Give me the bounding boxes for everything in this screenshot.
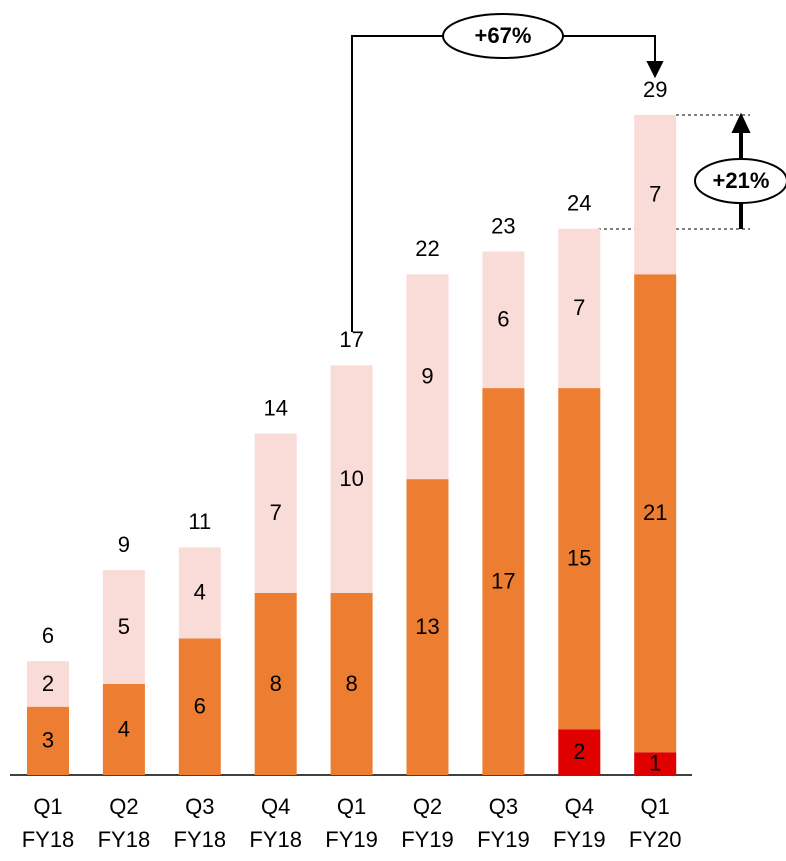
bar-segment bbox=[27, 706, 69, 775]
bar-segment bbox=[330, 365, 373, 593]
bar-segment bbox=[254, 433, 297, 593]
bar-segment bbox=[558, 388, 601, 730]
segment-label: 17 bbox=[491, 568, 515, 593]
bar-segment bbox=[27, 661, 69, 707]
segment-label: 7 bbox=[649, 181, 661, 206]
segment-label: 21 bbox=[643, 500, 667, 525]
x-tick-label: Q3 FY18 bbox=[173, 794, 227, 852]
bar-segment bbox=[406, 274, 449, 480]
segment-label: 9 bbox=[421, 364, 433, 389]
bar-segment bbox=[330, 592, 373, 775]
bar-segment bbox=[634, 752, 677, 775]
segment-label: 2 bbox=[42, 671, 54, 696]
bar-segment bbox=[102, 570, 145, 684]
total-label: 17 bbox=[339, 327, 363, 352]
segment-label: 6 bbox=[497, 307, 509, 332]
segment-label: 7 bbox=[270, 500, 282, 525]
annotation: +21% bbox=[713, 168, 770, 193]
arrow-head bbox=[731, 112, 751, 133]
total-label: 6 bbox=[42, 623, 54, 648]
bar-segment bbox=[634, 114, 677, 275]
total-label: 23 bbox=[491, 213, 515, 238]
bar-segment bbox=[482, 388, 525, 775]
bar-segment bbox=[482, 251, 525, 389]
segment-label: 13 bbox=[415, 614, 439, 639]
x-tick-label: Q4 FY18 bbox=[249, 794, 302, 852]
x-tick-label: Q2 FY19 bbox=[401, 794, 454, 852]
segment-label: 4 bbox=[118, 716, 130, 741]
segment-label: 4 bbox=[194, 580, 206, 605]
segment-label: 1 bbox=[649, 750, 661, 775]
x-tick-label: Q4 FY19 bbox=[553, 794, 606, 852]
segment-label: 6 bbox=[194, 694, 206, 719]
annotation-ellipse bbox=[442, 13, 564, 59]
total-label: 22 bbox=[415, 236, 439, 261]
segment-label: 5 bbox=[118, 614, 130, 639]
segment-label: 8 bbox=[270, 671, 282, 696]
growth-bracket bbox=[351, 13, 786, 332]
segment-label: 7 bbox=[573, 295, 585, 320]
bar-segment bbox=[178, 547, 221, 639]
segment-label: 2 bbox=[573, 739, 585, 764]
annotation-ellipse bbox=[694, 158, 786, 204]
bar-segment bbox=[102, 683, 145, 775]
segment-label: 3 bbox=[42, 728, 54, 753]
bar-segment bbox=[178, 638, 221, 775]
segment-label: 8 bbox=[345, 671, 357, 696]
segment-label: 10 bbox=[339, 466, 363, 491]
total-label: 14 bbox=[263, 395, 287, 420]
bar-segment bbox=[558, 228, 601, 389]
x-tick-label: Q2 FY18 bbox=[97, 794, 151, 852]
total-label: 24 bbox=[567, 191, 591, 216]
total-label: 9 bbox=[118, 532, 130, 557]
annotation: +67% bbox=[475, 23, 532, 48]
x-tick-label: Q1 FY20 bbox=[628, 794, 682, 852]
total-label: 11 bbox=[188, 509, 211, 534]
x-tick-label: Q3 FY19 bbox=[477, 794, 530, 852]
bar-segment bbox=[558, 729, 601, 775]
bar-segment bbox=[406, 479, 449, 775]
total-label: 29 bbox=[643, 77, 667, 102]
x-tick-label: Q1 FY19 bbox=[325, 794, 378, 852]
x-tick-label: Q1 FY18 bbox=[21, 794, 75, 852]
arrow-head bbox=[646, 61, 664, 79]
bar-segment bbox=[634, 274, 677, 753]
bar-segment bbox=[254, 592, 297, 775]
segment-label: 15 bbox=[567, 546, 591, 571]
